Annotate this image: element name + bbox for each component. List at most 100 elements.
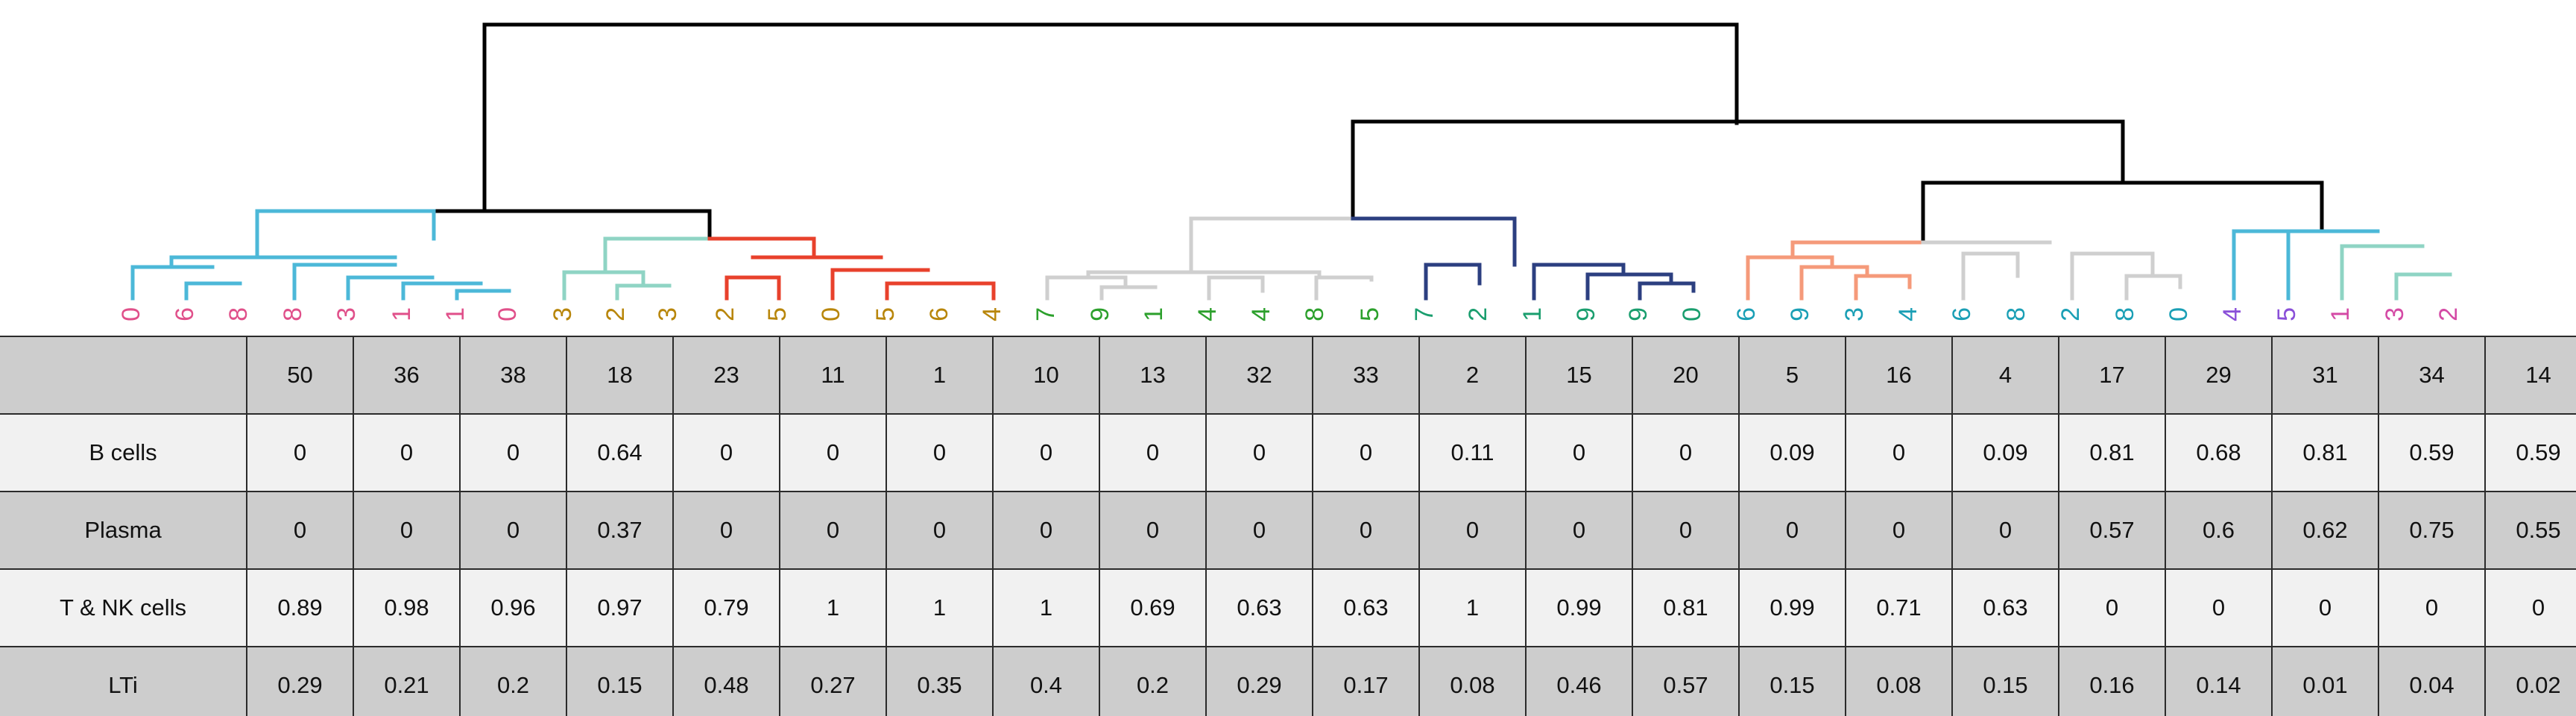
column-header: 2 (1420, 337, 1527, 413)
leaf-label: 5 (2273, 307, 2301, 321)
table-cell: 0.63 (1313, 570, 1420, 646)
table-cell: 0.96 (461, 570, 567, 646)
leaf-label: 1 (388, 307, 416, 321)
column-header: 50 (247, 337, 354, 413)
column-header: 17 (2059, 337, 2166, 413)
table-cell: 0.16 (2059, 647, 2166, 716)
table-cell: 0 (247, 415, 354, 491)
column-header: 13 (1100, 337, 1207, 413)
table-cell: 0.09 (1953, 415, 2059, 491)
table-cell: 1 (887, 570, 994, 646)
leaf-label: 4 (1894, 307, 1922, 321)
table-cell: 0 (1633, 492, 1740, 568)
table-cell: 0.62 (2273, 492, 2379, 568)
table-top-border (0, 336, 2576, 337)
table-row: Plasma 0 0 0 0.37 0 0 0 0 0 0 0 0 0 0 0 0 0 0.57 0.6 0.62 0.7… (0, 492, 2576, 570)
table-cell: 0.81 (1633, 570, 1740, 646)
table-cell: 0 (674, 492, 780, 568)
column-header: 36 (354, 337, 461, 413)
leaf-label: 9 (1786, 307, 1814, 321)
table-cell: 0.35 (887, 647, 994, 716)
row-label: T & NK cells (0, 570, 247, 646)
column-header: 29 (2166, 337, 2273, 413)
column-header: 32 (1207, 337, 1313, 413)
table-cell: 0.4 (994, 647, 1100, 716)
leaf-label: 0 (1678, 307, 1706, 321)
table-cell: 0.15 (567, 647, 674, 716)
table-cell: 0.02 (2486, 647, 2576, 716)
table-cell: 0 (1953, 492, 2059, 568)
table-cell: 0 (674, 415, 780, 491)
leaf-label: 0 (2165, 307, 2193, 321)
table-cell: 1 (994, 570, 1100, 646)
table-cell: 0 (1846, 492, 1953, 568)
table-cell: 0 (354, 415, 461, 491)
leaf-label: 0 (493, 307, 522, 321)
table-cell: 0.29 (247, 647, 354, 716)
table-row: T & NK cells 0.89 0.98 0.96 0.97 0.79 1 1 1 0.69 0… (0, 570, 2576, 647)
leaf-label: 5 (871, 307, 900, 321)
table-cell: 0 (1207, 415, 1313, 491)
table-cell: 0 (461, 415, 567, 491)
table-cell: 0 (1207, 492, 1313, 568)
table-cell: 0 (887, 415, 994, 491)
leaf-label: 2 (1464, 307, 1492, 321)
table-cell: 0.2 (461, 647, 567, 716)
leaf-label: 4 (978, 307, 1006, 321)
column-header: 11 (780, 337, 887, 413)
table-cell: 0.89 (247, 570, 354, 646)
table-cell: 0.71 (1846, 570, 1953, 646)
table-cell: 0 (780, 492, 887, 568)
table-cell: 0.04 (2379, 647, 2486, 716)
table-cell: 0.75 (2379, 492, 2486, 568)
leaf-label: 8 (279, 307, 307, 321)
table-cell: 0.59 (2379, 415, 2486, 491)
table-cell: 0.2 (1100, 647, 1207, 716)
table-cell: 0 (1846, 415, 1953, 491)
leaf-label: 7 (1032, 307, 1060, 321)
leaf-label: 6 (1732, 307, 1761, 321)
column-header: 14 (2486, 337, 2576, 413)
leaf-label: 6 (925, 307, 953, 321)
table-cell: 0 (1420, 492, 1527, 568)
table-cell: 0.63 (1953, 570, 2059, 646)
table-cell: 0.09 (1740, 415, 1846, 491)
table-cell: 0.57 (1633, 647, 1740, 716)
column-header: 38 (461, 337, 567, 413)
table-cell: 0 (1313, 492, 1420, 568)
table-cell: 0 (354, 492, 461, 568)
table-cell: 0.29 (1207, 647, 1313, 716)
row-label: Plasma (0, 492, 247, 568)
leaf-label: 2 (2434, 307, 2463, 321)
leaf-label: 3 (2381, 307, 2409, 321)
leaf-label: 6 (171, 307, 199, 321)
table-cell: 0.15 (1740, 647, 1846, 716)
leaf-label: 9 (1086, 307, 1114, 321)
table-cell: 0.27 (780, 647, 887, 716)
column-header: 15 (1527, 337, 1633, 413)
table-cell: 0 (2273, 570, 2379, 646)
leaf-label: 7 (1410, 307, 1439, 321)
leaf-label: 0 (817, 307, 845, 321)
leaf-label: 8 (224, 307, 253, 321)
table-cell: 0 (1740, 492, 1846, 568)
table-cell: 0.15 (1953, 647, 2059, 716)
column-header: 33 (1313, 337, 1420, 413)
leaf-label: 2 (711, 307, 739, 321)
table-cell: 0 (461, 492, 567, 568)
header-corner-cell (0, 337, 247, 413)
table-cell: 0.14 (2166, 647, 2273, 716)
leaf-label: 4 (1247, 307, 1275, 321)
table-cell: 0.69 (1100, 570, 1207, 646)
table-cell: 0 (1633, 415, 1740, 491)
leaf-label: 2 (2056, 307, 2085, 321)
table-cell: 0.11 (1420, 415, 1527, 491)
table-cell: 0.57 (2059, 492, 2166, 568)
table-cell: 0.08 (1846, 647, 1953, 716)
leaf-label: 9 (1624, 307, 1652, 321)
leaf-label: 3 (549, 307, 577, 321)
table-cell: 0.64 (567, 415, 674, 491)
table-cell: 0 (2059, 570, 2166, 646)
table-cell: 0.79 (674, 570, 780, 646)
leaf-label: 8 (1301, 307, 1329, 321)
